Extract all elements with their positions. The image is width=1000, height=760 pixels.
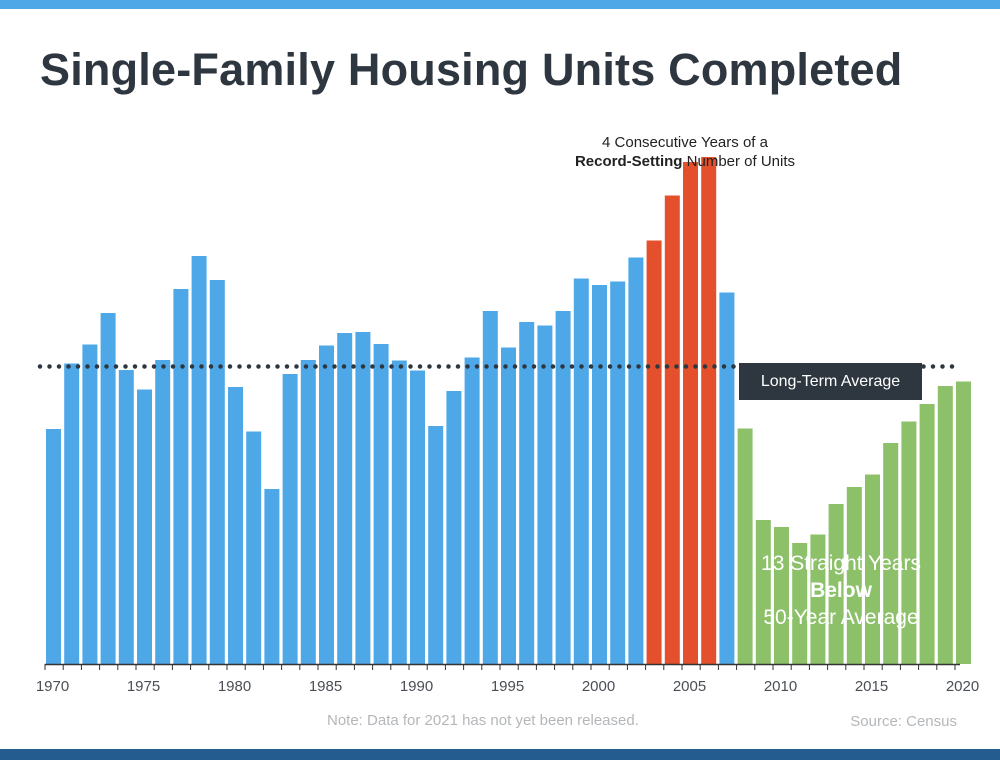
below-annotation-bold: Below: [810, 579, 872, 602]
x-tick-label-1970: 1970: [36, 678, 69, 695]
bar-1977: [173, 289, 189, 664]
long-term-average-label: Long-Term Average: [739, 363, 922, 400]
bar-1995: [501, 347, 516, 664]
bar-1981: [246, 431, 262, 664]
record-annotation-bold: Record-Setting: [574, 153, 683, 170]
x-tick-label-1985: 1985: [309, 678, 342, 695]
bar-1980: [228, 387, 243, 664]
bar-2010: [774, 527, 789, 664]
bar-1989: [391, 360, 407, 664]
record-annotation-line1: 4 Consecutive Years of a: [602, 134, 768, 151]
x-tick-label-2010: 2010: [764, 678, 797, 695]
bar-1991: [428, 426, 444, 664]
bar-2003: [646, 240, 662, 664]
bar-1997: [537, 325, 553, 664]
bar-2002: [628, 257, 644, 664]
x-tick-label-1980: 1980: [218, 678, 251, 695]
x-tick-label-1990: 1990: [400, 678, 433, 695]
bar-2011: [792, 543, 808, 664]
bar-1976: [155, 360, 171, 664]
bar-2009: [755, 520, 771, 664]
bar-1975: [137, 389, 152, 664]
bar-1971: [64, 363, 80, 664]
bar-2008: [737, 428, 753, 664]
bar-1996: [519, 322, 535, 664]
bar-2014: [846, 487, 862, 664]
bar-1987: [355, 332, 371, 664]
x-tick-label-2015: 2015: [855, 678, 888, 695]
bar-1979: [209, 280, 225, 664]
bar-1985: [319, 345, 334, 664]
x-tick-label-2000: 2000: [582, 678, 615, 695]
bar-1983: [282, 374, 298, 664]
bar-2006: [701, 157, 717, 664]
bar-1992: [446, 391, 462, 664]
record-annotation: 4 Consecutive Years of a Record-Setting …: [520, 133, 850, 171]
footnote: Note: Data for 2021 has not yet been rel…: [327, 712, 639, 729]
x-tick-label-1995: 1995: [491, 678, 524, 695]
x-tick-label-2005: 2005: [673, 678, 706, 695]
bar-1982: [264, 489, 280, 664]
bar-1999: [573, 278, 589, 664]
top-accent-bar: [0, 0, 1000, 9]
bar-2013: [828, 504, 844, 664]
bar-1978: [191, 256, 207, 664]
bar-2012: [810, 534, 826, 664]
source-credit: Source: Census: [850, 713, 957, 730]
bar-1972: [82, 344, 98, 664]
page-title: Single-Family Housing Units Completed: [40, 44, 903, 95]
bar-2001: [610, 281, 626, 664]
bar-2005: [683, 162, 698, 664]
bar-2019: [937, 386, 953, 664]
bar-2004: [664, 195, 680, 664]
bar-1984: [300, 360, 316, 664]
x-axis: 1970 1975 1980 1985 1990 1995 2000 2005 2010 2015…: [36, 663, 979, 695]
bar-2015: [865, 474, 880, 664]
bar-2018: [919, 404, 935, 664]
bar-1998: [555, 311, 571, 664]
bar-2007: [719, 292, 735, 664]
bar-1970: [46, 429, 61, 664]
bar-1988: [373, 344, 389, 664]
bar-1974: [118, 370, 134, 664]
x-tick-label-2020: 2020: [946, 678, 979, 695]
bar-2016: [883, 443, 899, 664]
bar-1990: [410, 370, 425, 664]
bar-2017: [901, 421, 917, 664]
bar-1993: [464, 357, 480, 664]
bar-2000: [592, 285, 607, 664]
x-tick-label-1975: 1975: [127, 678, 160, 695]
bar-1973: [100, 313, 116, 664]
bottom-accent-bar: [0, 749, 1000, 760]
below-annotation-line1: 13 Straight Years: [761, 552, 921, 575]
bar-1994: [482, 311, 498, 664]
bar-2020: [956, 381, 971, 664]
bars-group: [46, 157, 971, 664]
bar-1986: [337, 333, 353, 664]
below-annotation-line3: 50-Year Average: [763, 606, 919, 629]
below-average-annotation: 13 Straight Years Below 50-Year Average: [727, 550, 955, 631]
record-annotation-rest: Number of Units: [682, 153, 796, 170]
